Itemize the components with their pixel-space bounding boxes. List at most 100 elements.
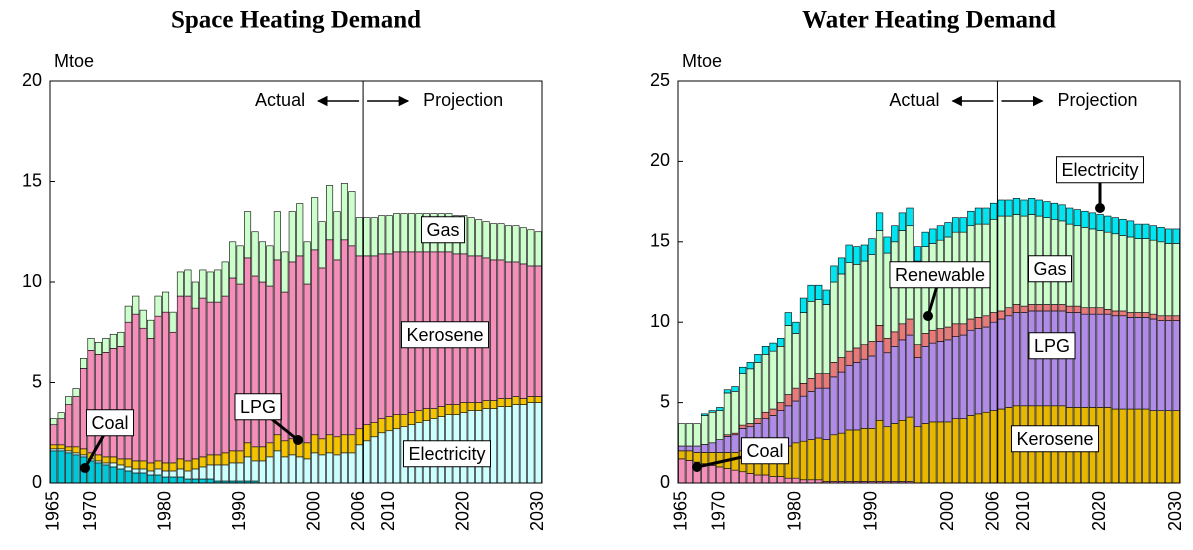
bar-segment: [898, 339, 906, 421]
bar-segment: [50, 418, 58, 426]
bar-segment: [184, 460, 192, 472]
bar-segment: [326, 434, 334, 454]
bar-segment: [875, 341, 884, 421]
bar-segment: [974, 413, 983, 484]
bar-segment: [191, 468, 199, 480]
bar-segment: [792, 387, 800, 402]
bar-segment: [191, 307, 199, 460]
bar-segment: [997, 199, 1005, 217]
bar-segment: [1035, 304, 1043, 312]
bar-segment: [1157, 227, 1165, 243]
bar-segment: [460, 402, 468, 413]
bar-segment: [266, 245, 274, 287]
series-label-text: LPG: [1034, 336, 1070, 356]
bar-segment: [952, 217, 960, 233]
bar-segment: [883, 337, 891, 354]
bar-segment: [475, 402, 483, 411]
leader-dot: [293, 435, 303, 445]
bar-segment: [982, 326, 990, 413]
bar-segment: [875, 212, 884, 231]
bar-segment: [1126, 220, 1135, 238]
x-tick-label: 1980: [785, 491, 805, 531]
bar-segment: [921, 333, 929, 347]
bar-segment: [913, 246, 922, 262]
bar-segment: [467, 402, 475, 411]
bar-segment: [1073, 312, 1081, 408]
bar-segment: [777, 476, 785, 484]
bar-segment: [139, 327, 147, 462]
bar-segment: [273, 450, 281, 484]
bar-segment: [754, 362, 762, 419]
bar-segment: [534, 402, 542, 484]
bar-segment: [990, 410, 998, 484]
bar-segment: [815, 437, 823, 481]
bar-segment: [176, 476, 184, 484]
bar-segment: [1028, 198, 1036, 215]
bar-segment: [853, 429, 861, 482]
bar-segment: [678, 423, 686, 447]
bar-segment: [1020, 199, 1028, 217]
bar-segment: [154, 460, 162, 470]
bar-segment: [147, 462, 155, 472]
bar-segment: [860, 244, 868, 262]
bar-segment: [746, 368, 754, 424]
bar-segment: [109, 466, 117, 484]
bar-segment: [162, 311, 170, 464]
bar-segment: [326, 239, 334, 436]
bar-segment: [929, 228, 937, 244]
bar-segment: [1142, 223, 1150, 239]
y-tick-label: 5: [32, 371, 42, 391]
label-box: [1027, 255, 1073, 283]
bar-segment: [124, 470, 132, 484]
label-box: [402, 440, 492, 468]
bar-segment: [716, 466, 724, 484]
bar-segment: [206, 454, 214, 466]
bar-segment: [1111, 315, 1119, 410]
bar-segment: [311, 197, 319, 251]
bar-segment: [281, 291, 289, 442]
bar-segment: [214, 464, 222, 482]
bar-segment: [169, 470, 177, 478]
bar-segment: [519, 404, 527, 484]
bar-segment: [830, 376, 838, 436]
bar-segment: [837, 371, 846, 434]
bar-segment: [1119, 408, 1127, 484]
bar-segment: [997, 310, 1005, 320]
x-tick-label: 2010: [378, 491, 398, 531]
bar-segment: [80, 448, 88, 456]
bar-segment: [147, 474, 155, 484]
bar-segment: [176, 468, 184, 478]
bar-segment: [102, 462, 110, 466]
bar-segment: [761, 354, 770, 413]
bar-segment: [1104, 231, 1112, 310]
bar-segment: [490, 408, 498, 484]
bar-segment: [982, 207, 990, 225]
bar-segment: [467, 217, 475, 257]
bar-segment: [94, 462, 102, 484]
bar-segment: [303, 442, 311, 460]
label-box: [420, 216, 466, 244]
bar-segment: [363, 255, 371, 426]
bar-segment: [482, 400, 490, 409]
bar-segment: [716, 410, 724, 440]
bar-segment: [830, 281, 838, 363]
bar-segment: [906, 318, 914, 336]
bar-segment: [990, 202, 998, 220]
bar-segment: [754, 354, 762, 363]
bar-segment: [348, 191, 356, 247]
bar-segment: [1028, 304, 1036, 312]
bar-segment: [169, 476, 177, 484]
bar-segment: [176, 295, 184, 460]
bar-segment: [1149, 225, 1157, 241]
bar-segment: [974, 328, 983, 415]
bar-segment: [102, 337, 110, 353]
bar-segment: [891, 331, 899, 347]
bar-segment: [693, 423, 701, 447]
bar-segment: [913, 357, 922, 428]
bar-segment: [716, 407, 724, 411]
bar-segment: [393, 414, 401, 430]
bar-segment: [504, 261, 512, 399]
bar-segment: [799, 383, 808, 397]
bar-segment: [708, 465, 716, 484]
bar-segment: [94, 341, 102, 355]
